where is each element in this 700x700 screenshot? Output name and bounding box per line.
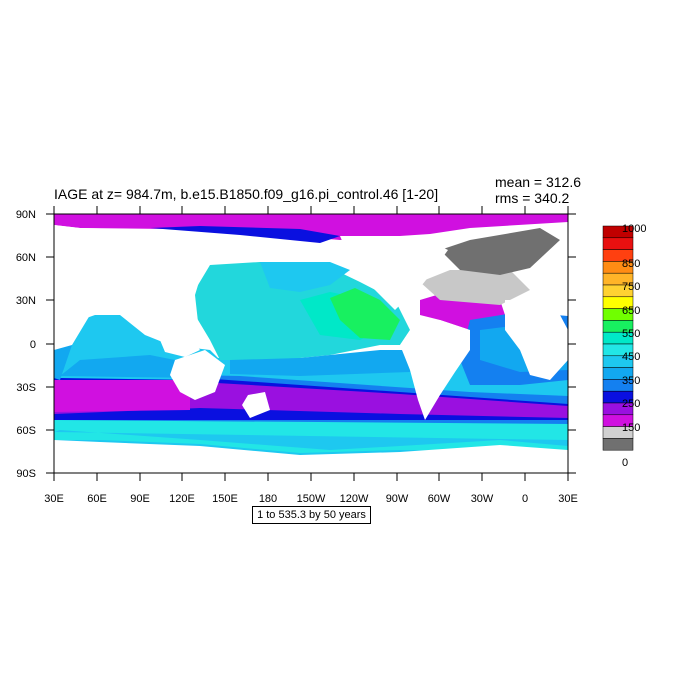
- mean-label: mean = 312.6: [495, 174, 582, 190]
- colorbar-swatch: [602, 237, 634, 250]
- plot-title: IAGE at z= 984.7m, b.e15.B1850.f09_g16.p…: [54, 186, 439, 202]
- colorbar-label: 450: [622, 351, 640, 363]
- south-indian-band: [54, 380, 190, 412]
- eastern-tropical-pacific: [330, 288, 400, 340]
- south-america-land: [400, 320, 470, 420]
- lon-label: 150W: [297, 493, 326, 505]
- colorbar-label: 0: [622, 457, 628, 469]
- north-atlantic: [420, 270, 530, 305]
- antarctic-margin-inner: [54, 430, 568, 450]
- lon-label: 180: [259, 493, 277, 505]
- lat-label: 60N: [16, 252, 36, 264]
- lon-label: 30W: [471, 493, 494, 505]
- lat-label: 90N: [16, 209, 36, 221]
- rms-label: rms = 340.2: [495, 190, 570, 206]
- colorbar-label: 650: [622, 305, 640, 317]
- australia-land: [170, 350, 225, 400]
- arctic-deep: [150, 226, 340, 243]
- lon-label: 30E: [558, 493, 578, 505]
- lat-labels: 90N 60N 30N 0 30S 60S 90S: [16, 209, 36, 480]
- south-pacific: [230, 350, 410, 376]
- north-america-land: [340, 236, 448, 310]
- arctic-ocean: [54, 214, 568, 240]
- lon-label: 60W: [428, 493, 451, 505]
- lon-label: 120W: [340, 493, 369, 505]
- colorbar-label: 850: [622, 258, 640, 270]
- lat-label: 90S: [16, 468, 36, 480]
- new-zealand-land: [242, 392, 270, 418]
- nordic-seas: [440, 228, 560, 275]
- map-ticks: [46, 206, 576, 481]
- north-pacific-subpolar: [260, 262, 350, 292]
- lon-label: 120E: [169, 493, 195, 505]
- lat-label: 60S: [16, 425, 36, 437]
- indian-ocean-south: [60, 355, 200, 378]
- colorbar-label: 150: [622, 422, 640, 434]
- colorbar-swatch: [602, 438, 634, 451]
- lon-label: 0: [522, 493, 528, 505]
- lat-label: 30S: [16, 382, 36, 394]
- colorbar-label: 550: [622, 328, 640, 340]
- antarctica-land: [54, 440, 568, 473]
- west-edge-ocean: [54, 345, 72, 380]
- colorbar: [602, 225, 634, 451]
- lat-label: 30N: [16, 295, 36, 307]
- lon-label: 150E: [212, 493, 238, 505]
- southeast-asia-land: [160, 330, 200, 357]
- land-masses: [54, 225, 568, 473]
- colorbar-label: 750: [622, 281, 640, 293]
- lon-labels: 30E 60E 90E 120E 150E 180 150W 120W 90W …: [44, 493, 578, 505]
- colorbar-label: 250: [622, 398, 640, 410]
- lon-label: 90W: [386, 493, 409, 505]
- colorbar-label: 350: [622, 375, 640, 387]
- lon-label: 90E: [130, 493, 150, 505]
- lon-label: 30E: [44, 493, 64, 505]
- contour-interval-box: 1 to 535.3 by 50 years: [252, 506, 371, 524]
- eurasia-land: [54, 225, 205, 345]
- lon-label: 60E: [87, 493, 107, 505]
- colorbar-label: 1000: [622, 223, 646, 235]
- lat-label: 0: [30, 339, 36, 351]
- africa-land: [505, 300, 568, 380]
- colorbar-labels: 1000 850 750 650 550 450 350 250 150 0: [622, 223, 646, 469]
